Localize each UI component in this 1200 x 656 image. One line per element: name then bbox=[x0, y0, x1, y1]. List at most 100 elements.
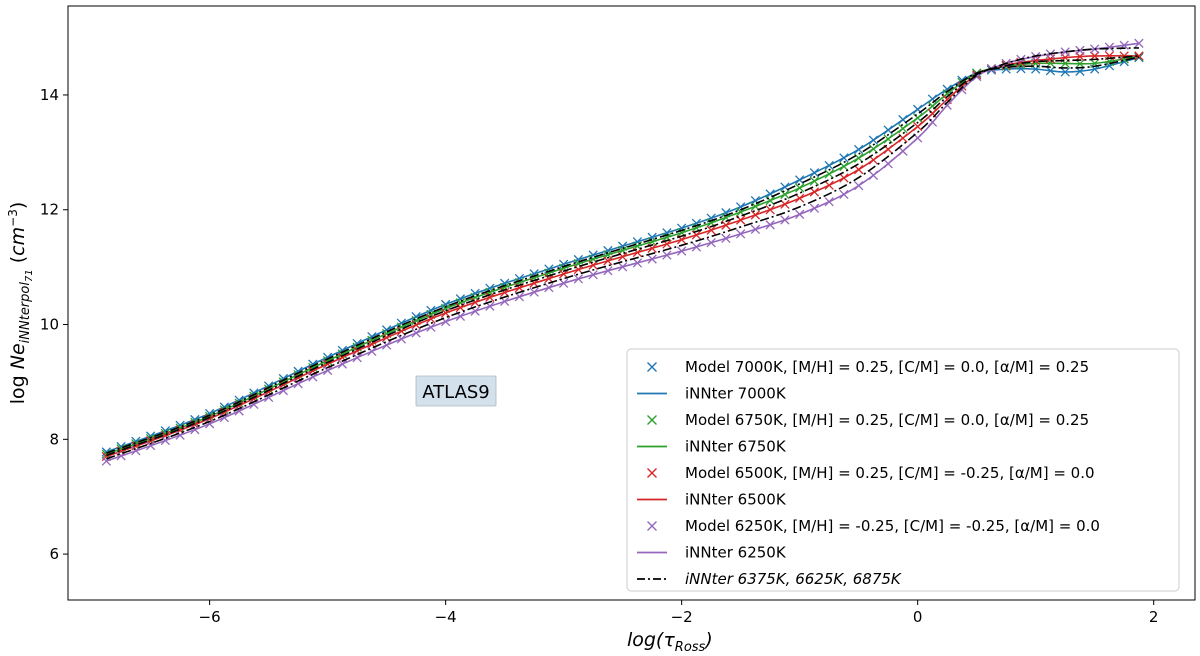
legend-marker bbox=[647, 468, 657, 478]
x-tick-label: 2 bbox=[1149, 608, 1159, 626]
data-point bbox=[411, 328, 421, 338]
data-point bbox=[293, 379, 303, 389]
data-point bbox=[662, 232, 672, 242]
data-point bbox=[927, 94, 938, 104]
legend-marker bbox=[647, 521, 657, 531]
data-point bbox=[558, 278, 569, 288]
legend-label: Model 6500K, [M/H] = 0.25, [C/M] = -0.25… bbox=[685, 464, 1095, 482]
legend-line-0: iNNter 7000K bbox=[637, 385, 787, 403]
data-point bbox=[337, 359, 348, 369]
data-point bbox=[736, 229, 746, 239]
data-point bbox=[809, 168, 820, 178]
data-point bbox=[1134, 51, 1144, 61]
legend-label: iNNter 6500K bbox=[685, 491, 787, 509]
data-point bbox=[765, 205, 775, 215]
data-point bbox=[1075, 45, 1085, 56]
data-point bbox=[809, 203, 820, 213]
legend: Model 7000K, [M/H] = 0.25, [C/M] = 0.0, … bbox=[626, 348, 1180, 592]
data-point bbox=[765, 220, 775, 230]
legend-line-2: iNNter 6500K bbox=[637, 491, 787, 509]
interpolated-line-1 bbox=[106, 55, 1140, 457]
x-tick-label: −6 bbox=[199, 608, 221, 626]
plot-area bbox=[101, 38, 1144, 466]
legend-marker bbox=[647, 415, 657, 425]
legend-label: Model 7000K, [M/H] = 0.25, [C/M] = 0.0, … bbox=[685, 358, 1089, 376]
data-point bbox=[706, 238, 716, 248]
data-point bbox=[809, 187, 820, 197]
y-axis-label: log NeiNNterpol71 (cm−3) bbox=[6, 202, 35, 405]
data-point bbox=[750, 210, 761, 220]
data-point bbox=[839, 161, 849, 172]
data-point bbox=[706, 225, 716, 235]
data-point bbox=[824, 169, 834, 179]
data-point bbox=[544, 273, 554, 284]
series-markers-3 bbox=[101, 38, 1144, 466]
interpolated-line-0 bbox=[106, 56, 1140, 454]
plot-frame bbox=[67, 5, 1196, 601]
data-point bbox=[957, 85, 967, 95]
legend-label: iNNter 6375K, 6625K, 6875K bbox=[685, 570, 902, 588]
x-tick-label: −4 bbox=[435, 608, 457, 626]
data-point bbox=[160, 435, 171, 446]
legend-line-3: iNNter 6250K bbox=[637, 544, 787, 562]
legend-label: iNNter 6250K bbox=[685, 544, 787, 562]
data-point bbox=[795, 175, 805, 185]
data-point bbox=[721, 233, 731, 244]
y-tick-label: 6 bbox=[49, 545, 59, 563]
annotation: ATLAS9 bbox=[415, 375, 497, 407]
data-point bbox=[426, 314, 436, 324]
data-point bbox=[204, 419, 215, 429]
data-point bbox=[647, 254, 657, 264]
legend-label: iNNter 6750K bbox=[685, 438, 787, 456]
data-point bbox=[632, 258, 643, 268]
data-point bbox=[795, 209, 805, 219]
data-point bbox=[1060, 47, 1070, 57]
data-point bbox=[603, 256, 613, 266]
data-point bbox=[588, 270, 598, 280]
data-point bbox=[942, 100, 952, 110]
x-tick-label: −2 bbox=[671, 608, 693, 626]
x-tick-label: 0 bbox=[913, 608, 923, 626]
data-point bbox=[927, 101, 938, 111]
data-point bbox=[868, 135, 879, 145]
data-point bbox=[780, 199, 790, 209]
legend-label: iNNter 7000K bbox=[685, 385, 787, 403]
interpolated-lines bbox=[106, 47, 1140, 460]
data-point bbox=[957, 81, 967, 91]
data-point bbox=[780, 189, 790, 200]
data-point bbox=[676, 246, 687, 256]
interpolated-line-2 bbox=[106, 47, 1139, 460]
data-point bbox=[558, 269, 569, 279]
data-point bbox=[352, 353, 362, 363]
legend-model-2: Model 6500K, [M/H] = 0.25, [C/M] = -0.25… bbox=[647, 464, 1095, 482]
legend-model-0: Model 7000K, [M/H] = 0.25, [C/M] = 0.0, … bbox=[647, 358, 1089, 376]
data-point bbox=[839, 153, 849, 163]
data-point bbox=[544, 282, 554, 293]
data-point bbox=[883, 159, 893, 169]
annotation-box bbox=[415, 375, 497, 407]
y-tick-label: 12 bbox=[40, 201, 59, 219]
data-point bbox=[234, 406, 244, 416]
data-point bbox=[529, 287, 539, 297]
data-point bbox=[1045, 66, 1056, 76]
legend-marker bbox=[647, 362, 657, 372]
data-point bbox=[1045, 58, 1056, 68]
data-point bbox=[868, 170, 879, 180]
data-point bbox=[588, 260, 598, 270]
data-point bbox=[190, 425, 200, 435]
legend-label: Model 6750K, [M/H] = 0.25, [C/M] = 0.0, … bbox=[685, 411, 1089, 429]
data-point bbox=[499, 287, 510, 298]
legend-line-1: iNNter 6750K bbox=[637, 438, 787, 456]
data-point bbox=[647, 237, 657, 247]
data-point bbox=[854, 153, 864, 163]
data-point bbox=[219, 412, 230, 423]
data-point bbox=[883, 134, 893, 144]
data-point bbox=[780, 215, 790, 225]
data-point bbox=[809, 176, 820, 186]
legend-model-1: Model 6750K, [M/H] = 0.25, [C/M] = 0.0, … bbox=[647, 411, 1089, 429]
data-point bbox=[145, 440, 156, 451]
data-point bbox=[1104, 42, 1115, 52]
data-point bbox=[854, 180, 864, 191]
data-point bbox=[750, 224, 761, 235]
